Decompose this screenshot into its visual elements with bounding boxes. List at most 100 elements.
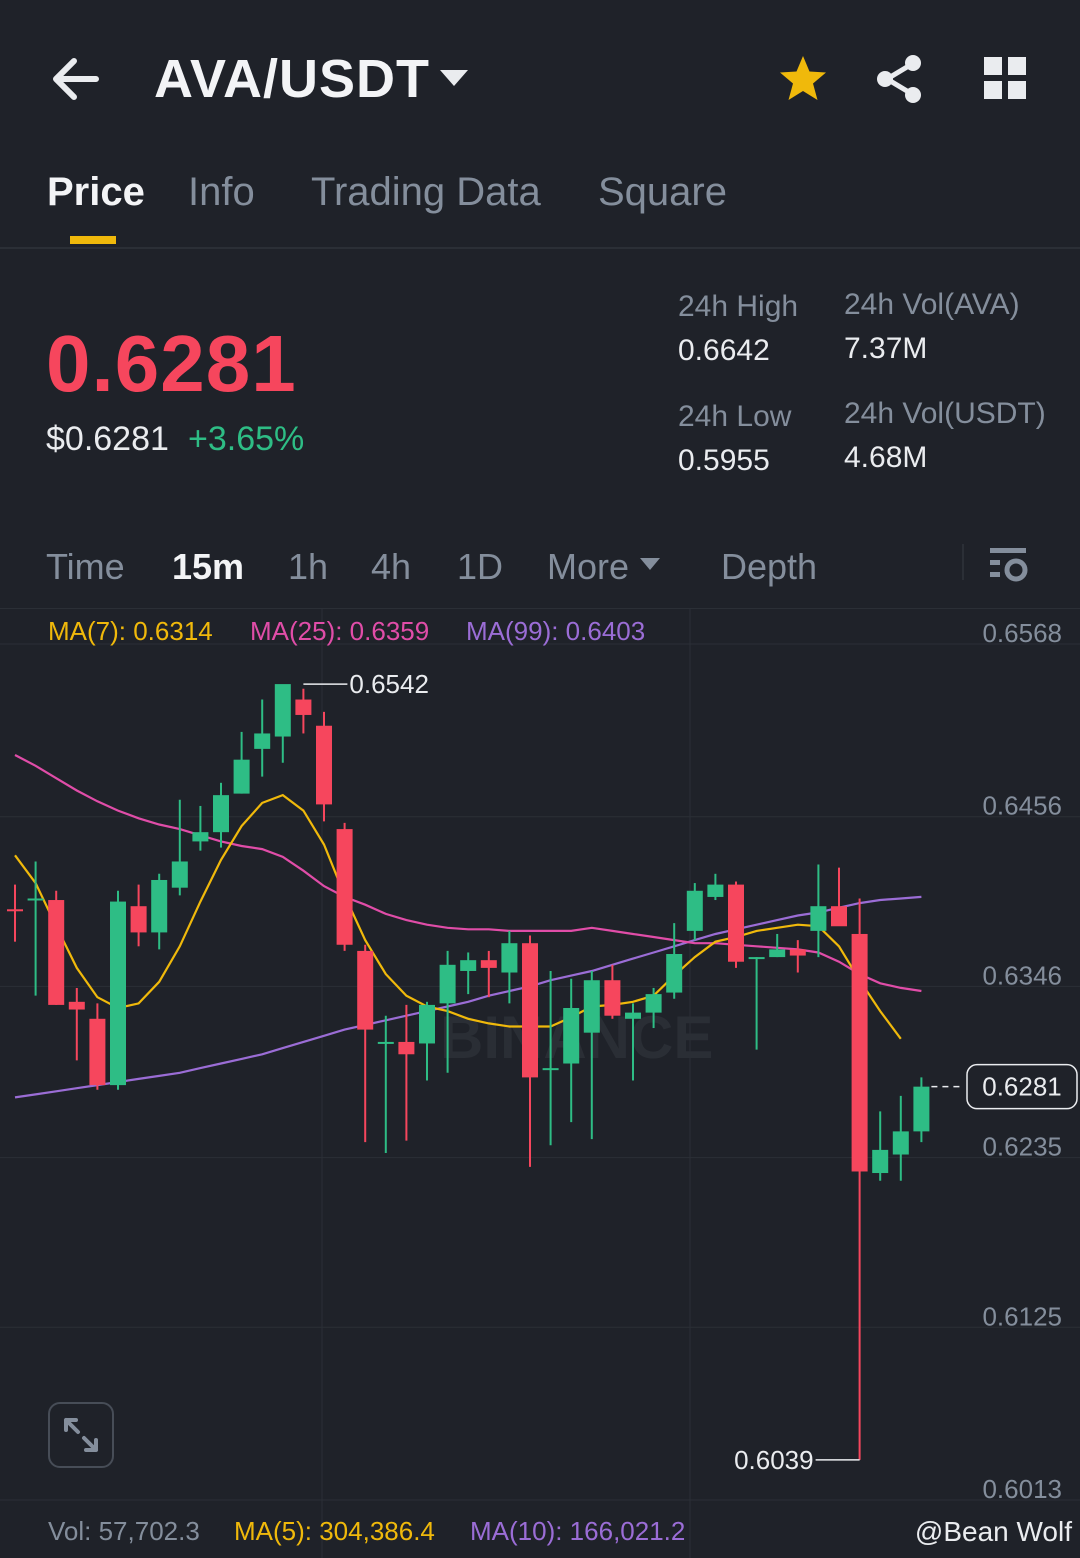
candle-body xyxy=(583,980,600,1033)
star-icon[interactable] xyxy=(778,54,828,104)
candle-body xyxy=(398,1041,415,1055)
candle-body xyxy=(872,1149,889,1174)
current-price-label: 0.6281 xyxy=(982,1072,1062,1102)
ma99-legend: MA(99): 0.6403 xyxy=(466,616,646,646)
tab-info[interactable]: Info xyxy=(188,170,255,214)
tab-square[interactable]: Square xyxy=(598,170,727,214)
expand-icon xyxy=(64,1418,98,1452)
candle-body xyxy=(707,884,724,897)
candle-body xyxy=(851,933,868,1172)
volume-legend: Vol: 57,702.3 xyxy=(48,1516,200,1546)
stat-24h-low-label: 24h Low xyxy=(678,400,792,433)
y-tick-label: 0.6013 xyxy=(982,1474,1062,1504)
candle-body xyxy=(769,949,786,958)
stat-24h-vol-base-label: 24h Vol(AVA) xyxy=(844,288,1020,321)
candle-body xyxy=(233,759,250,794)
expand-button[interactable] xyxy=(48,1402,114,1468)
tab-bar: Price Info Trading Data Square xyxy=(0,150,1080,249)
interval-time[interactable]: Time xyxy=(46,546,125,587)
candle-body xyxy=(27,898,44,901)
ma7-legend: MA(7): 0.6314 xyxy=(48,616,213,646)
volume-ma10-legend: MA(10): 166,021.2 xyxy=(470,1516,686,1546)
candle-body xyxy=(913,1086,930,1132)
arrow-left-icon[interactable] xyxy=(48,52,104,106)
candle-body xyxy=(357,950,374,1030)
candle-body xyxy=(192,832,209,842)
y-tick-label: 0.6568 xyxy=(982,618,1062,648)
candle-body xyxy=(789,949,806,956)
candle-body xyxy=(68,1001,85,1010)
stat-24h-vol-quote-value: 4.68M xyxy=(844,441,928,474)
candle-body xyxy=(336,829,353,945)
high-marker-label: 0.6542 xyxy=(349,669,429,699)
candle-body xyxy=(460,960,477,971)
candle-body xyxy=(480,960,497,968)
candle-body xyxy=(625,1012,641,1019)
stat-24h-low-value: 0.5955 xyxy=(678,444,770,477)
top-bar: AVA/USDT xyxy=(0,0,1080,150)
divider xyxy=(962,544,964,580)
candle-body xyxy=(501,943,518,973)
y-tick-label: 0.6346 xyxy=(982,960,1062,990)
stat-24h-high-value: 0.6642 xyxy=(678,334,770,367)
candle-body xyxy=(295,699,312,715)
candlestick-chart[interactable]: BINANCE0.65680.64560.63460.62350.61250.6… xyxy=(0,608,1080,1558)
chevron-down-icon[interactable] xyxy=(440,70,468,86)
candle-body xyxy=(728,884,744,962)
candle-body xyxy=(316,725,332,805)
chevron-down-icon[interactable] xyxy=(640,558,660,570)
candle-body xyxy=(89,1018,106,1086)
candle-body xyxy=(686,890,703,931)
y-tick-label: 0.6456 xyxy=(982,791,1062,821)
ma99-line xyxy=(14,895,922,1099)
candle-body xyxy=(892,1131,909,1155)
candle-body xyxy=(748,957,765,960)
candle-body xyxy=(439,964,456,1004)
candle-body xyxy=(831,906,847,927)
current-price-tag xyxy=(966,1063,1078,1110)
candle-body xyxy=(254,733,271,749)
candle-body xyxy=(171,861,188,888)
candle-body xyxy=(274,684,291,737)
interval-bar: Time 15m 1h 4h 1D More Depth xyxy=(0,520,1080,609)
candle-body xyxy=(7,909,23,912)
candle-body xyxy=(810,906,827,931)
candle-body xyxy=(604,980,621,1016)
ma25-legend: MA(25): 0.6359 xyxy=(250,616,430,646)
stat-24h-vol-base-value: 7.37M xyxy=(844,332,928,365)
y-tick-label: 0.6125 xyxy=(982,1301,1062,1331)
ma25-line xyxy=(14,754,922,993)
candle-body xyxy=(419,1004,435,1044)
tab-price[interactable]: Price xyxy=(47,170,145,214)
interval-4h[interactable]: 4h xyxy=(371,546,412,587)
candle-body xyxy=(645,994,662,1013)
candle-body xyxy=(110,901,126,1086)
candle-body xyxy=(542,1068,559,1071)
interval-1d[interactable]: 1D xyxy=(457,546,504,587)
low-marker-label: 0.6039 xyxy=(734,1445,814,1475)
last-price: 0.6281 xyxy=(46,319,297,408)
interval-1h[interactable]: 1h xyxy=(288,546,329,587)
volume-ma5-legend: MA(5): 304,386.4 xyxy=(234,1516,435,1546)
price-change-percent: +3.65% xyxy=(188,420,305,458)
candle-body xyxy=(213,795,229,833)
usd-price: $0.6281 xyxy=(46,420,169,458)
pair-title[interactable]: AVA/USDT xyxy=(154,49,430,109)
interval-more[interactable]: More xyxy=(547,546,630,587)
candle-body xyxy=(563,1007,580,1064)
grid-icon[interactable] xyxy=(984,57,1026,99)
active-tab-indicator xyxy=(70,236,116,244)
interval-depth[interactable]: Depth xyxy=(721,546,818,587)
candle-body xyxy=(377,1041,394,1044)
y-tick-label: 0.6235 xyxy=(982,1132,1062,1162)
candle-body xyxy=(151,879,168,933)
chart-settings-icon[interactable] xyxy=(988,544,1028,584)
candle-body xyxy=(48,900,65,1005)
tab-trading-data[interactable]: Trading Data xyxy=(311,170,541,214)
ma7-line xyxy=(14,793,902,1040)
candle-body xyxy=(522,943,538,1078)
stat-24h-vol-quote-label: 24h Vol(USDT) xyxy=(844,397,1046,430)
watermark-credit: @Bean Wolf xyxy=(914,1516,1072,1547)
share-icon[interactable] xyxy=(874,54,924,104)
interval-15m[interactable]: 15m xyxy=(172,546,245,587)
